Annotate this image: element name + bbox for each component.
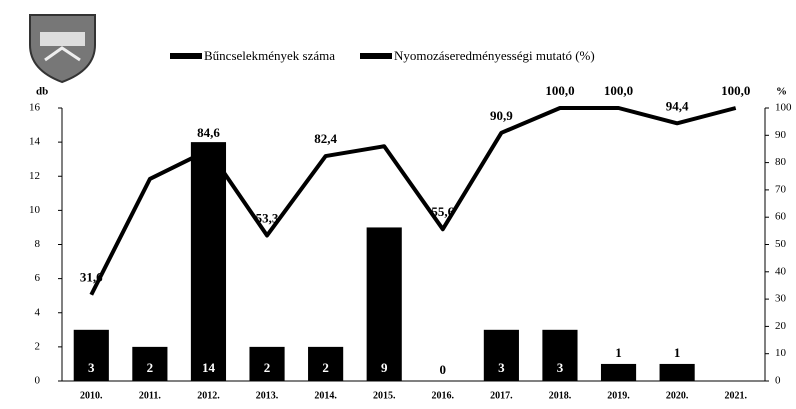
line-value-label: 84,6 <box>197 125 220 140</box>
x-tick-label: 2015. <box>373 390 396 401</box>
legend-swatch <box>360 53 392 59</box>
y2-tick-label: 60 <box>775 211 787 223</box>
x-tick-label: 2021. <box>724 390 747 401</box>
x-tick-label: 2016. <box>432 390 455 401</box>
y2-tick-label: 90 <box>775 129 787 141</box>
line-value-label: 31,6 <box>80 270 103 285</box>
x-tick-label: 2017. <box>490 390 513 401</box>
y-tick-label: 4 <box>35 306 41 318</box>
bar-value-label: 3 <box>498 360 505 375</box>
bar <box>483 329 519 381</box>
x-tick-label: 2010. <box>80 390 103 401</box>
y2-tick-label: 70 <box>775 183 787 195</box>
y-tick-label: 12 <box>29 170 40 182</box>
y2-tick-label: 100 <box>775 102 792 114</box>
bar-value-label: 2 <box>264 360 271 375</box>
x-tick-label: 2012. <box>197 390 220 401</box>
bar-value-label: 0 <box>440 362 447 377</box>
x-tick-label: 2019. <box>607 390 630 401</box>
y-tick-label: 6 <box>35 272 41 284</box>
y-tick-label: 10 <box>29 204 41 216</box>
bar <box>308 346 344 381</box>
y-tick-label: 8 <box>35 238 41 250</box>
y2-tick-label: 30 <box>775 293 787 305</box>
bar-value-label: 2 <box>147 360 154 375</box>
bar <box>132 346 168 381</box>
bar <box>600 363 637 381</box>
bar-value-label: 1 <box>674 345 681 360</box>
legend-label: Bűncselekmények száma <box>204 48 335 63</box>
line-value-label: 100,0 <box>545 83 574 98</box>
y-tick-label: 0 <box>35 375 41 387</box>
legend-label: Nyomozáseredményességi mutató (%) <box>394 48 595 63</box>
x-tick-label: 2018. <box>549 390 572 401</box>
y2-tick-label: 40 <box>775 265 787 277</box>
legend-swatch <box>170 53 202 59</box>
y2-tick-label: 50 <box>775 238 787 250</box>
bar <box>542 329 578 381</box>
x-tick-label: 2014. <box>314 390 337 401</box>
bar-value-label: 1 <box>615 345 622 360</box>
y2-tick-label: 20 <box>775 320 787 332</box>
bar <box>249 346 285 381</box>
y-tick-label: 2 <box>35 340 41 352</box>
y2-tick-label: 0 <box>775 375 781 387</box>
line-value-label: 82,4 <box>314 131 337 146</box>
line-value-label: 90,9 <box>490 108 513 123</box>
bar <box>73 329 109 381</box>
y-axis-label: db <box>36 86 48 98</box>
line-value-label: 94,4 <box>666 98 689 113</box>
bar-value-label: 2 <box>322 360 329 375</box>
y-tick-label: 14 <box>29 136 41 148</box>
line-value-label: 100,0 <box>604 83 633 98</box>
line <box>89 106 737 296</box>
bar <box>190 142 227 381</box>
y2-tick-label: 80 <box>775 156 787 168</box>
bar <box>659 363 695 381</box>
x-tick-label: 2011. <box>139 390 161 401</box>
x-tick-label: 2020. <box>666 390 689 401</box>
line-value-label: 55,6 <box>431 204 454 219</box>
bar-value-label: 3 <box>557 360 564 375</box>
bar-value-label: 9 <box>381 360 388 375</box>
emblem <box>29 14 96 84</box>
line-value-label: 53,3 <box>256 210 279 225</box>
bar <box>366 227 402 381</box>
y2-tick-label: 10 <box>775 347 787 359</box>
y-tick-label: 16 <box>29 102 41 114</box>
bar-value-label: 3 <box>88 360 95 375</box>
y2-axis-label: % <box>776 86 787 98</box>
bar-value-label: 14 <box>202 360 216 375</box>
line-value-label: 100,0 <box>721 83 750 98</box>
x-tick-label: 2013. <box>256 390 279 401</box>
